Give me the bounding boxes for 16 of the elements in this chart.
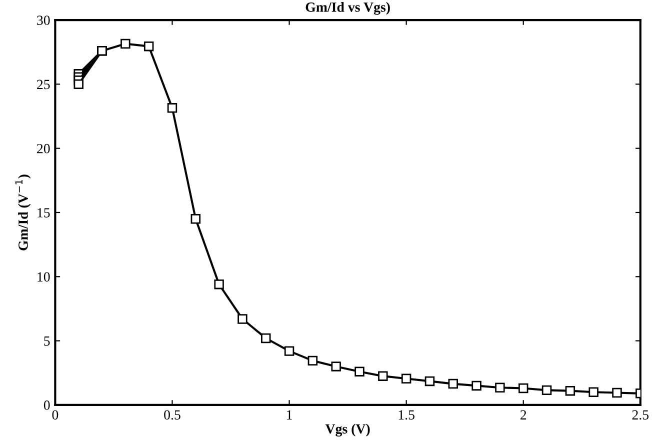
chart-title: Gm/Id vs Vgs) bbox=[306, 2, 390, 15]
x-tick-label: 0.5 bbox=[164, 410, 180, 420]
y-tick-label: 5 bbox=[44, 336, 50, 346]
y-tick-label: 30 bbox=[37, 16, 50, 25]
x-axis-title: Vgs (V) bbox=[325, 424, 370, 436]
y-tick-label: 20 bbox=[37, 144, 50, 154]
y-tick-label: 15 bbox=[38, 208, 50, 218]
x-tick-label: 2.5 bbox=[632, 410, 649, 420]
y-tick-label: 25 bbox=[37, 80, 50, 90]
y-axis-title: Gm/Id (V$^{−1}$) bbox=[15, 174, 31, 250]
x-tick-label: 2 bbox=[520, 410, 526, 420]
x-tick-label: 0 bbox=[52, 410, 58, 420]
x-tick-label: 1 bbox=[287, 410, 292, 420]
x-tick-label: 1.5 bbox=[398, 410, 414, 420]
y-tick-label: 10 bbox=[38, 272, 50, 282]
y-tick-label: 0 bbox=[44, 400, 50, 410]
